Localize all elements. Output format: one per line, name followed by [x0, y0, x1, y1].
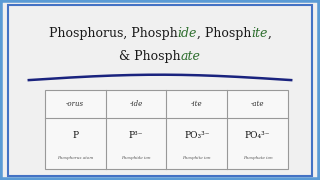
Text: Phosphide ion: Phosphide ion	[121, 156, 151, 160]
Text: & Phosph: & Phosph	[119, 50, 181, 63]
Bar	[45, 90, 288, 169]
Text: ,: ,	[268, 27, 271, 40]
Text: Phosphorus atom: Phosphorus atom	[57, 156, 93, 160]
Text: -ite: -ite	[191, 100, 203, 108]
Text: -ide: -ide	[129, 100, 143, 108]
Text: PO₄³⁻: PO₄³⁻	[245, 131, 270, 140]
Text: PO₃³⁻: PO₃³⁻	[184, 131, 210, 140]
Text: ate: ate	[181, 50, 201, 63]
Text: P: P	[72, 131, 78, 140]
Text: Phosphorus, Phosph: Phosphorus, Phosph	[49, 27, 177, 40]
Text: P³⁻: P³⁻	[129, 131, 143, 140]
Text: -orus: -orus	[66, 100, 84, 108]
Text: ite: ite	[251, 27, 268, 40]
Text: -ate: -ate	[251, 100, 264, 108]
Text: ide: ide	[177, 27, 197, 40]
Text: Phosphite ion: Phosphite ion	[182, 156, 211, 160]
Text: Phosphate ion: Phosphate ion	[243, 156, 272, 160]
Text: , Phosph: , Phosph	[197, 27, 251, 40]
